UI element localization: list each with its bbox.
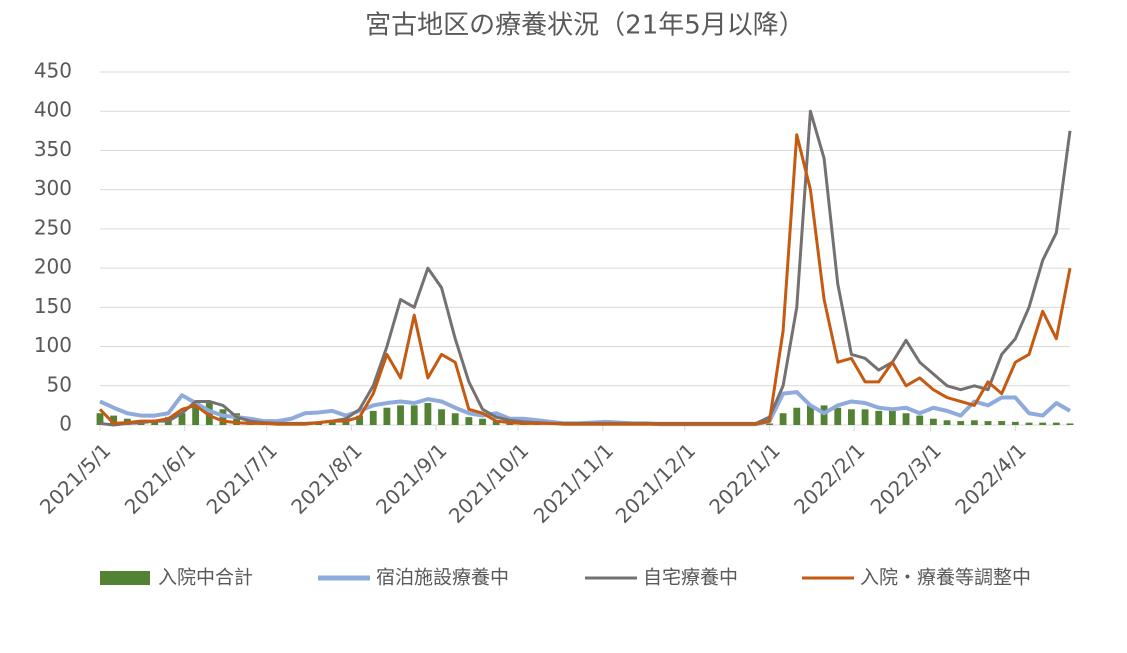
bar [807,405,814,425]
bar [861,409,869,425]
x-tick-label: 2021/5/1 [35,438,115,518]
bar [1011,421,1019,425]
bar [902,413,910,425]
bar [984,421,992,425]
legend-label: 入院中合計 [158,567,253,589]
y-tick-label: 100 [34,333,72,357]
y-tick-label: 450 [34,59,72,83]
x-tick-label: 2022/2/1 [789,438,869,518]
legend-item: 自宅療養中 [585,567,738,589]
bar [178,413,186,425]
bar [779,413,787,425]
y-tick-label: 300 [34,176,72,200]
x-tick-label: 2021/11/1 [529,438,618,527]
legend-item: 宿泊施設療養中 [318,567,509,589]
x-tick-label: 2021/7/1 [202,438,282,518]
bar [356,415,363,425]
bar [916,415,924,425]
bar [888,410,896,425]
bar [793,407,801,425]
y-tick-label: 200 [34,255,72,279]
bar [465,417,473,425]
x-tick-label: 2022/3/1 [866,438,946,518]
x-tick-label: 2021/8/1 [286,438,366,518]
bar [383,407,391,425]
legend-label: 入院・療養等調整中 [860,567,1031,589]
y-tick-label: 350 [34,137,72,161]
bar [451,413,459,425]
bar [766,423,773,425]
y-tick-label: 50 [47,372,72,396]
x-tick-label: 2021/12/1 [611,438,700,527]
bar [943,420,951,425]
bar [847,409,855,425]
x-tick-label: 2021/10/1 [444,438,533,527]
bar [1039,422,1047,425]
bar [492,421,500,425]
bar [957,421,965,425]
y-tick-label: 0 [59,412,72,436]
bar [834,407,842,425]
legend-item: 入院中合計 [100,567,253,589]
x-tick-label: 2022/1/1 [704,438,784,518]
bar [151,421,159,425]
bar [110,415,118,425]
bar [369,410,377,425]
line [98,133,1072,426]
legend-swatch [100,571,150,585]
bar [192,405,200,425]
legend-item: 入院・療養等調整中 [802,567,1031,589]
legend-label: 自宅療養中 [643,567,738,589]
x-tick-label: 2021/9/1 [371,438,451,518]
legend-label: 宿泊施設療養中 [376,567,509,589]
bar [929,418,937,425]
y-tick-label: 250 [34,215,72,239]
y-tick-label: 400 [34,98,72,122]
bar [1025,422,1033,425]
y-tick-label: 150 [34,294,72,318]
chart-title: 宮古地区の療養状況（21年5月以降） [365,11,805,41]
bar [1066,423,1074,425]
bar [410,405,418,425]
x-tick-label: 2022/4/1 [950,438,1030,518]
bar [479,418,486,425]
x-tick-label: 2021/6/1 [120,438,200,518]
bar [397,405,404,425]
bar [970,420,978,425]
bar [424,403,432,425]
bar [875,410,883,425]
bar [438,409,445,425]
bar [998,421,1006,425]
bar [328,421,336,425]
bar [1052,422,1060,425]
bar [96,413,104,425]
